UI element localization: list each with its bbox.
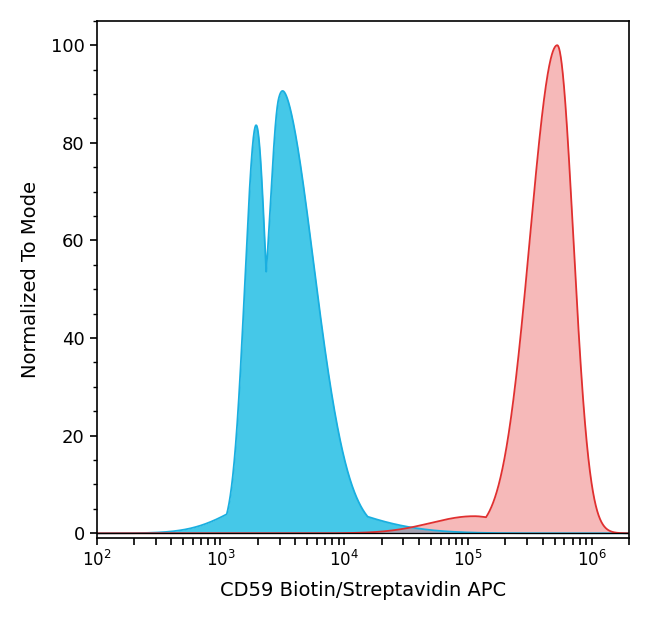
Y-axis label: Normalized To Mode: Normalized To Mode (21, 181, 40, 378)
X-axis label: CD59 Biotin/Streptavidin APC: CD59 Biotin/Streptavidin APC (220, 581, 506, 600)
